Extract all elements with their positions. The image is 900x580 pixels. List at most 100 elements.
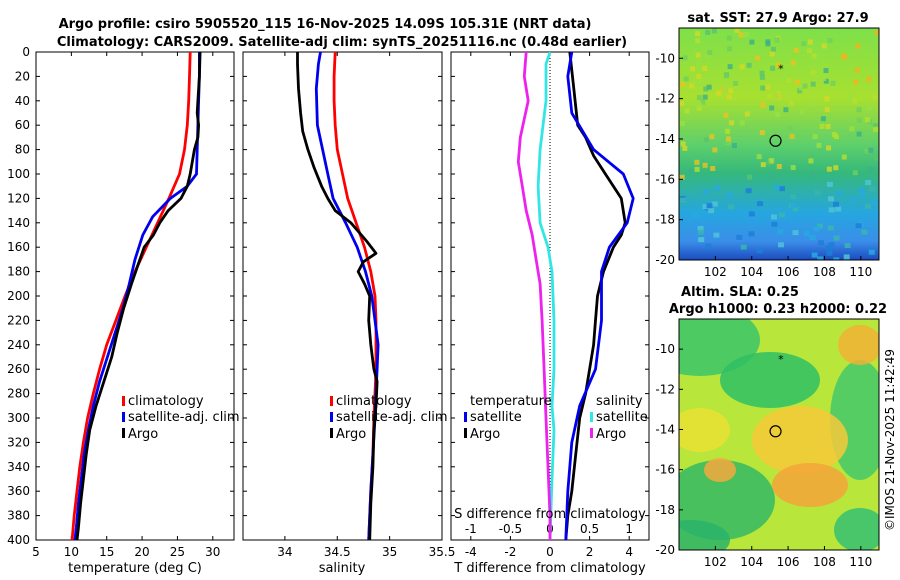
sst-cell [793,47,799,53]
series-line-t-argo [564,52,627,540]
sst-cell [726,35,732,41]
sla-map-frame [678,318,880,551]
sst-cell [765,84,771,90]
sla-blob [752,406,848,474]
sst-cell [824,96,830,102]
legend-label-satellite: satellite-adj. clim [336,410,448,425]
sst-cell [823,78,829,84]
sst-map-axes: 102 104 106 108 110 -10 -12 -14 -16 -18 -20 [655,51,872,279]
sst-cell [679,174,685,180]
sst-cell [856,117,862,123]
sst-cell [826,145,832,151]
sst-cell [841,54,847,60]
sst-cell [759,70,765,76]
sst-cell [734,28,740,33]
legend-swatch-s-argo [590,428,593,438]
sst-cell [859,193,866,199]
temperature-series [70,52,202,540]
sst-cell [694,159,700,165]
sla-map-field [679,319,879,550]
sst-cell [810,172,816,178]
sst-cell [821,43,827,49]
sla-blob [704,458,736,482]
x-tick-label: 0 [546,545,554,559]
legend-label-satellite: satellite-adj. clim [128,410,240,425]
sst-cell [724,139,730,144]
depth-tick-label: 400 [7,533,30,547]
depth-tick-label: 140 [7,216,30,230]
sst-cell [727,46,733,52]
sst-cell [797,88,803,94]
sst-cell [755,55,761,61]
map-y-tick-label: -18 [655,503,675,517]
sst-cell [694,166,700,172]
sst-cell [873,123,878,129]
sst-cell [729,120,735,126]
sst-cell [739,120,745,126]
series-line-t-satellite [536,52,556,540]
x-tick-label: 34 [277,545,292,559]
sst-cell [679,101,684,107]
sla-blob [679,460,775,540]
sst-cell [696,95,702,101]
sst-cell [778,242,784,248]
sst-cell [695,38,701,44]
legend-swatch-satellite [122,412,125,422]
sst-cell [826,250,833,256]
sst-cell [749,39,755,45]
sst-cell [790,202,797,208]
sst-cell [727,204,734,210]
sst-cell [702,66,708,71]
sst-cell [810,70,816,76]
sla-map-blobs [679,319,879,550]
sst-cell [705,243,712,249]
depth-tick-label: 20 [15,69,30,83]
x-tick-label: -2 [504,545,516,559]
sst-cell [816,142,822,148]
sst-cell [771,214,777,220]
sla-blob [830,360,879,480]
sst-cell [771,221,778,227]
legend-swatch-argo [122,428,125,438]
sst-cell [813,226,820,232]
map-x-tick-label: 102 [704,555,727,569]
sla-map-title-line1: Altim. SLA: 0.25 [681,285,799,300]
map-x-tick-label: 110 [849,555,872,569]
sst-cell [701,77,707,83]
sst-cell [828,196,834,202]
map-y-tick-label: -10 [655,342,675,356]
sst-cell [703,137,709,143]
sst-cell [732,143,737,148]
sst-cell [723,112,729,118]
map-x-tick-label: 102 [704,265,727,279]
temperature-x-axis: 5 10 15 20 25 30 [32,52,220,559]
sst-cell [757,201,763,207]
sst-cell [702,204,709,210]
sst-cell [786,77,792,83]
sla-blob [834,508,879,550]
top-x-tick-label: 1 [625,522,633,536]
x-tick-label: 35 [382,545,397,559]
depth-tick-label: 160 [7,240,30,254]
sst-cell [748,231,755,237]
sst-cell [856,131,862,137]
legend-swatch-climatology [122,396,125,406]
salinity-x-label: salinity [319,561,366,576]
main-title-line2: Climatology: CARS2009. Satellite-adj cli… [57,35,627,50]
sst-cell [769,105,775,111]
sst-cell [696,80,702,86]
sst-cell [788,101,794,107]
depth-tick-label: 180 [7,265,30,279]
sst-cell [792,206,799,212]
sst-cell [859,187,866,193]
sst-cell [726,193,733,198]
sst-cell [697,102,703,108]
sst-cell [853,79,859,85]
legend-label-s-satellite: satellite [596,410,648,425]
sst-cell [708,208,715,214]
map-x-tick-label: 104 [740,555,763,569]
sst-cell [756,248,763,254]
difference-x-label: T difference from climatology [453,561,646,576]
